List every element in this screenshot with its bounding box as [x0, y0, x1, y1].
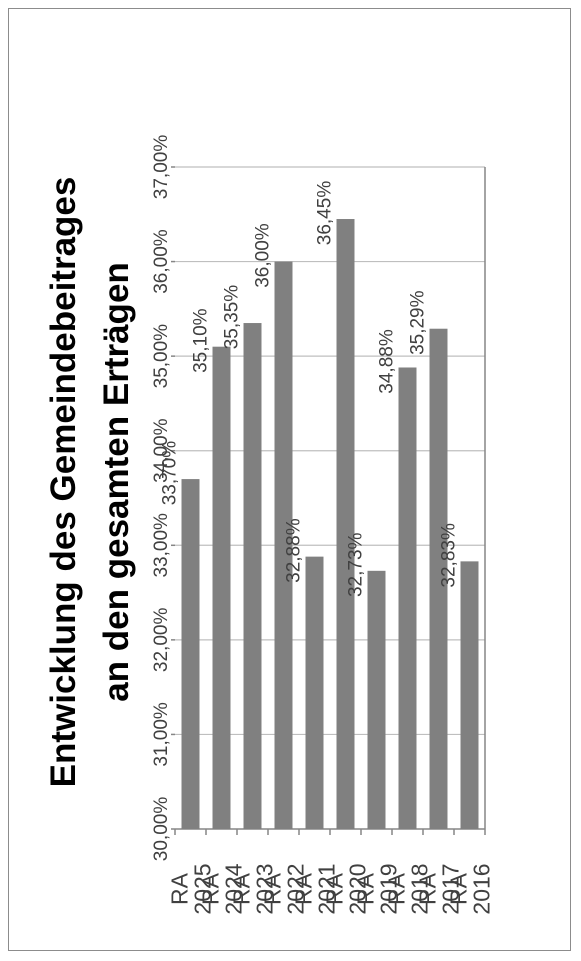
bar	[336, 219, 355, 829]
data-labels: 32,83% 35,29% 34,88% 32,73% 36,45% 32,88% 36,0…	[160, 181, 460, 597]
value-tick-label: 33,00%	[151, 513, 172, 578]
bar	[367, 570, 386, 829]
category-label-year: 2025	[190, 863, 216, 914]
data-label: 33,70%	[160, 441, 181, 506]
data-label: 36,45%	[315, 181, 336, 246]
category-label-prefix: RA	[198, 872, 224, 905]
category-label-prefix: RA	[322, 872, 348, 905]
category-label-prefix: RA	[446, 872, 472, 905]
bar	[305, 556, 324, 829]
data-label: 36,00%	[253, 223, 274, 288]
value-tick-label: 35,00%	[151, 324, 172, 389]
chart-title-line-1: Entwicklung des Gemeindebeitrages	[44, 177, 83, 788]
category-labels: RA2016RA2017RA2018RA2019RA2020RA2021RA20…	[167, 863, 495, 914]
category-label-prefix: RA	[167, 872, 193, 905]
chart-title: Entwicklung des Gemeindebeitrages an den…	[44, 177, 136, 788]
chart-title-line-2: an den gesamten Erträgen	[97, 262, 136, 702]
data-label: 32,88%	[284, 518, 305, 583]
category-label-prefix: RA	[260, 872, 286, 905]
value-tick-label: 36,00%	[151, 229, 172, 294]
bars	[181, 219, 479, 830]
bar	[429, 328, 448, 829]
bar	[460, 561, 479, 829]
category-label-year: 2017	[438, 863, 464, 914]
bar	[398, 367, 417, 829]
category-label-year: 2016	[469, 863, 495, 914]
category-label-year: 2020	[345, 863, 371, 914]
category-label-year: 2022	[283, 863, 309, 914]
data-label: 32,83%	[439, 523, 460, 588]
data-label: 35,10%	[191, 308, 212, 373]
data-label: 35,35%	[222, 285, 243, 350]
category-label-prefix: RA	[291, 872, 317, 905]
bar	[212, 346, 231, 829]
category-label-prefix: RA	[229, 872, 255, 905]
value-tick-labels: 30,00% 31,00% 32,00% 33,00% 34,00% 35,00% 36,0…	[151, 135, 172, 862]
category-label-year: 2021	[314, 863, 340, 914]
data-label: 34,88%	[377, 329, 398, 394]
bar	[181, 479, 200, 829]
value-tick-label: 37,00%	[151, 135, 172, 200]
category-label-year: 2018	[407, 863, 433, 914]
category-label-year: 2019	[376, 863, 402, 914]
category-label-prefix: RA	[415, 872, 441, 905]
category-label-prefix: RA	[384, 872, 410, 905]
value-tick-label: 30,00%	[151, 797, 172, 862]
data-label: 35,29%	[408, 290, 429, 355]
data-label: 32,73%	[346, 533, 367, 598]
value-tick-label: 32,00%	[151, 608, 172, 673]
bar	[274, 261, 293, 830]
category-label-year: 2024	[221, 863, 247, 914]
category-label-year: 2023	[252, 863, 278, 914]
value-tick-label: 31,00%	[151, 702, 172, 767]
category-label-prefix: RA	[353, 872, 379, 905]
value-tick-label: 34,00%	[151, 418, 172, 483]
bar	[243, 323, 262, 829]
